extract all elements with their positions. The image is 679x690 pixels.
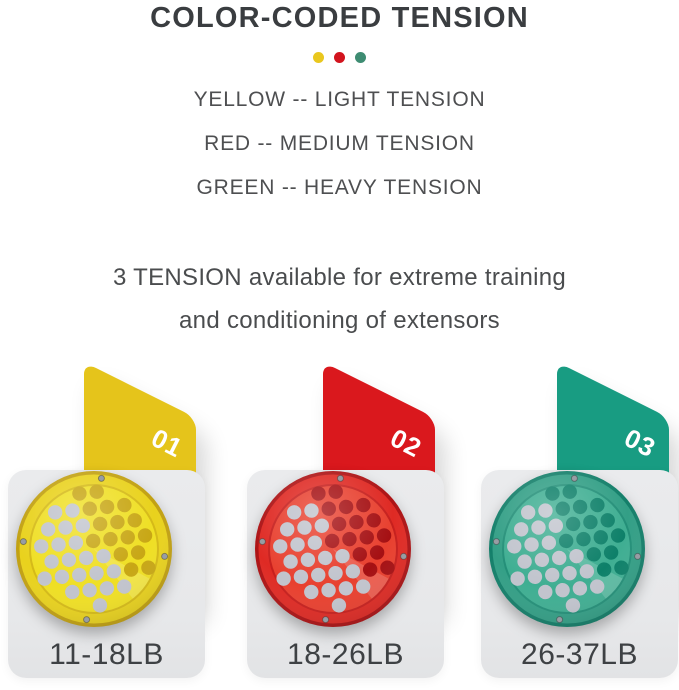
- red-dot-icon: [334, 52, 345, 63]
- product-card-medium-tension: 02 18-26LB: [227, 350, 453, 690]
- page-title: COLOR-CODED TENSION: [150, 2, 529, 34]
- hand-exerciser-image-red: [255, 471, 411, 627]
- product-row: 01 11-18LB 02 18-26LB 03: [0, 350, 679, 690]
- hand-exerciser-image-yellow: [16, 471, 172, 627]
- green-dot-icon: [355, 52, 366, 63]
- yellow-dot-icon: [313, 52, 324, 63]
- tension-legend: YELLOW -- LIGHT TENSION RED -- MEDIUM TE…: [0, 78, 679, 210]
- color-legend-dots: [0, 52, 679, 63]
- product-card-heavy-tension: 03 26-37LB: [453, 350, 679, 690]
- legend-line-yellow: YELLOW -- LIGHT TENSION: [193, 88, 486, 111]
- description: 3 TENSION available for extreme training…: [0, 256, 679, 342]
- description-line-1: 3 TENSION available for extreme training: [112, 264, 567, 291]
- panel-number-3: 03: [619, 422, 661, 464]
- weight-label-1: 11-18LB: [49, 638, 164, 671]
- panel-number-1: 01: [146, 422, 188, 464]
- weight-label-2: 18-26LB: [287, 638, 404, 671]
- weight-label-3: 26-37LB: [521, 638, 638, 671]
- hand-exerciser-image-green: [489, 471, 645, 627]
- product-card-light-tension: 01 11-18LB: [0, 350, 226, 690]
- legend-line-red: RED -- MEDIUM TENSION: [204, 132, 475, 155]
- panel-number-2: 02: [385, 422, 427, 464]
- description-line-2: and conditioning of extensors: [179, 307, 500, 334]
- legend-line-green: GREEN -- HEAVY TENSION: [196, 176, 483, 199]
